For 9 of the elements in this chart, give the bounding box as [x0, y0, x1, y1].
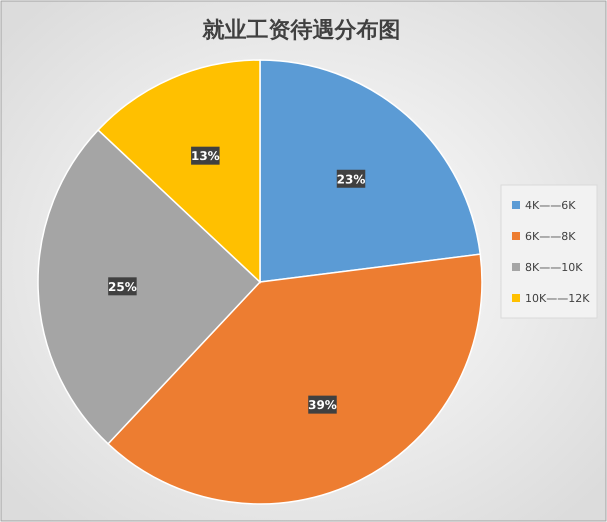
slice-label: 6K——8K [525, 230, 576, 243]
legend-label: 4K——6K [525, 199, 576, 212]
data-label: 13% [190, 149, 220, 164]
data-label: 25% [108, 280, 137, 294]
data-label: 23% [336, 172, 366, 186]
legend-label: 8K——10K [525, 261, 584, 274]
data-label: 39% [308, 398, 337, 412]
chart-title: 就业工资待遇分布图 [202, 18, 400, 43]
legend-label: 10K——12K [525, 292, 590, 305]
